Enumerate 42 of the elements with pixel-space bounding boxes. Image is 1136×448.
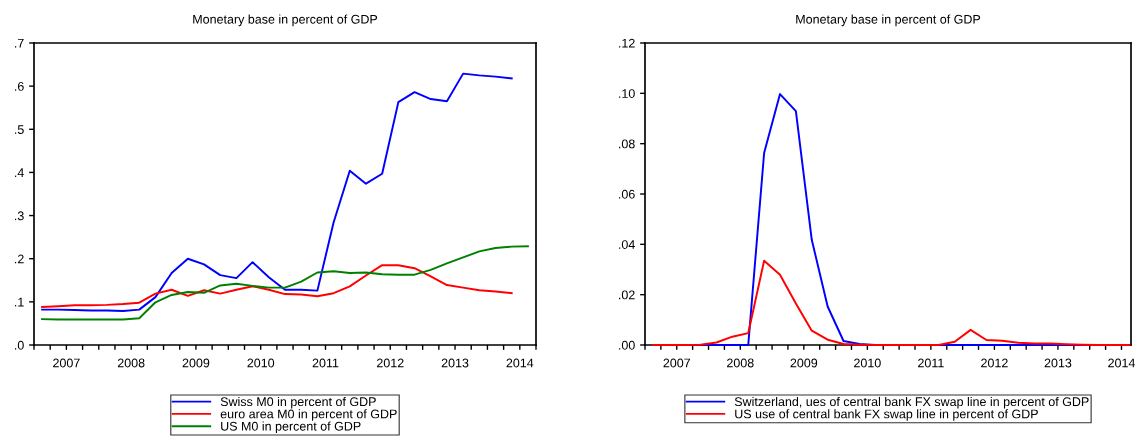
line-series (41, 245, 529, 321)
y-tick-label: .10 (619, 89, 635, 98)
y-tick-label: .1 (14, 297, 24, 307)
y-tick-label: .04 (619, 240, 635, 249)
x-tick-label: 2011 (918, 358, 944, 368)
x-tick-label: 2007 (53, 358, 80, 368)
legend-label: Swiss M0 in percent of GDP (220, 396, 376, 409)
x-tick-label: 2008 (117, 358, 145, 368)
y-tick-label: .02 (619, 290, 635, 300)
x-tick-label: 2010 (854, 358, 881, 368)
y-tick-label: .7 (14, 38, 24, 48)
x-tick-label: 2013 (1044, 358, 1072, 368)
line-series (41, 72, 513, 312)
y-tick-label: .06 (619, 189, 635, 199)
legend-label: US use of central bank FX swap line in percent of GDP (735, 409, 1038, 421)
y-tick-label: .5 (14, 125, 24, 134)
legend-label: Switzerland, ues of central bank FX swap line in percent of GDP (734, 396, 1089, 409)
y-tick-label: .2 (14, 254, 24, 264)
x-tick-label: 2010 (247, 358, 275, 368)
y-tick-label: .00 (619, 340, 635, 350)
y-tick-label: .3 (14, 211, 24, 221)
x-tick-label: 2009 (790, 358, 818, 368)
chart-title: Monetary base in percent of GDP (193, 14, 378, 27)
x-tick-label: 2007 (663, 358, 691, 368)
x-tick-label: 2008 (727, 358, 754, 368)
y-tick-label: .4 (14, 168, 24, 177)
x-tick-label: 2011 (312, 358, 339, 368)
y-tick-label: .0 (14, 340, 24, 350)
y-tick-label: .08 (619, 139, 635, 149)
y-tick-label: .6 (14, 81, 24, 91)
line-series (41, 264, 513, 308)
x-tick-label: 2012 (376, 358, 404, 368)
x-tick-label: 2009 (182, 358, 210, 368)
legend-label: US M0 in percent of GDP (221, 421, 361, 434)
x-tick-label: 2013 (441, 358, 469, 368)
y-tick-label: .12 (619, 38, 635, 48)
chart-title: Monetary base in percent of GDP (796, 14, 981, 27)
line-series (651, 259, 1131, 346)
legend-label: euro area M0 in percent of GDP (220, 409, 397, 421)
x-tick-label: 2014 (506, 358, 534, 368)
x-tick-label: 2012 (981, 358, 1008, 368)
x-tick-label: 2014 (1108, 358, 1136, 368)
